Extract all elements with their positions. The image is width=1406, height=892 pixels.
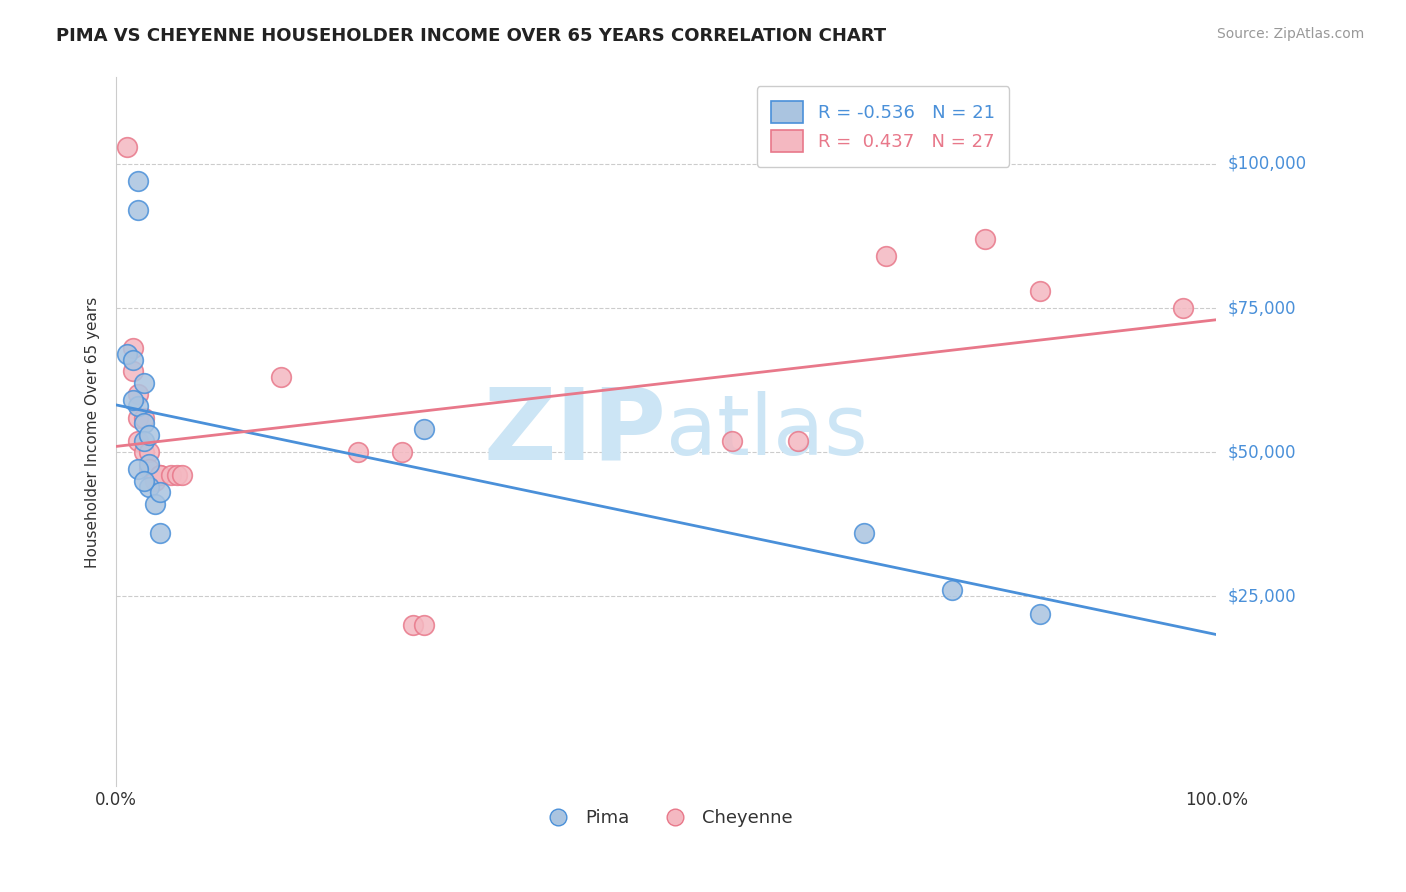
Point <box>138 457 160 471</box>
Text: $100,000: $100,000 <box>1227 155 1306 173</box>
Point <box>941 583 963 598</box>
Y-axis label: Householder Income Over 65 years: Householder Income Over 65 years <box>86 296 100 567</box>
Point <box>127 174 149 188</box>
Point <box>149 485 172 500</box>
Point <box>138 480 160 494</box>
Point <box>132 410 155 425</box>
Point <box>143 474 166 488</box>
Point <box>721 434 744 448</box>
Text: ZIP: ZIP <box>484 384 666 481</box>
Point <box>1173 301 1195 315</box>
Point <box>121 393 143 408</box>
Point <box>166 468 188 483</box>
Point <box>413 618 436 632</box>
Point <box>172 468 194 483</box>
Point <box>132 434 155 448</box>
Point <box>160 468 183 483</box>
Point <box>127 399 149 413</box>
Point <box>1029 284 1052 298</box>
Point <box>149 468 172 483</box>
Point <box>132 474 155 488</box>
Point <box>132 417 155 431</box>
Point <box>127 462 149 476</box>
Point <box>121 364 143 378</box>
Point <box>402 618 425 632</box>
Point <box>875 249 897 263</box>
Point <box>132 376 155 390</box>
Point <box>270 370 292 384</box>
Point <box>127 410 149 425</box>
Point <box>391 445 413 459</box>
Point <box>138 462 160 476</box>
Point <box>1029 607 1052 621</box>
Point <box>121 342 143 356</box>
Legend: Pima, Cheyenne: Pima, Cheyenne <box>533 802 800 834</box>
Point <box>127 387 149 401</box>
Text: atlas: atlas <box>666 392 868 473</box>
Point <box>143 497 166 511</box>
Point <box>149 468 172 483</box>
Point <box>413 422 436 436</box>
Point <box>853 525 876 540</box>
Point <box>117 139 139 153</box>
Text: Source: ZipAtlas.com: Source: ZipAtlas.com <box>1216 27 1364 41</box>
Point <box>138 427 160 442</box>
Point <box>787 434 810 448</box>
Text: $75,000: $75,000 <box>1227 299 1296 317</box>
Point <box>127 434 149 448</box>
Point <box>121 352 143 367</box>
Point <box>127 202 149 217</box>
Point <box>132 445 155 459</box>
Point <box>149 525 172 540</box>
Text: PIMA VS CHEYENNE HOUSEHOLDER INCOME OVER 65 YEARS CORRELATION CHART: PIMA VS CHEYENNE HOUSEHOLDER INCOME OVER… <box>56 27 886 45</box>
Point <box>138 445 160 459</box>
Text: $50,000: $50,000 <box>1227 443 1296 461</box>
Point <box>347 445 370 459</box>
Point <box>974 232 997 246</box>
Point <box>117 347 139 361</box>
Text: $25,000: $25,000 <box>1227 587 1296 606</box>
